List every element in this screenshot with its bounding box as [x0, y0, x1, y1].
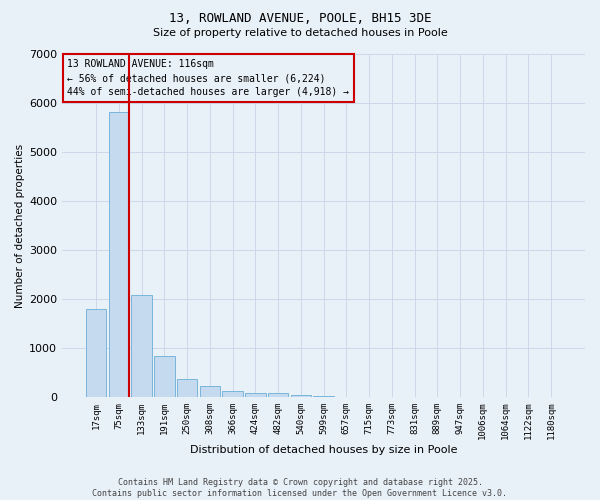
Bar [154, 356, 175, 397]
Bar [86, 309, 106, 397]
Bar [268, 393, 289, 397]
Bar [200, 386, 220, 397]
Bar [313, 396, 334, 397]
Text: Contains HM Land Registry data © Crown copyright and database right 2025.
Contai: Contains HM Land Registry data © Crown c… [92, 478, 508, 498]
Text: Size of property relative to detached houses in Poole: Size of property relative to detached ho… [152, 28, 448, 38]
Bar [109, 112, 129, 397]
Bar [223, 390, 243, 397]
Text: 13 ROWLAND AVENUE: 116sqm
← 56% of detached houses are smaller (6,224)
44% of se: 13 ROWLAND AVENUE: 116sqm ← 56% of detac… [67, 59, 349, 97]
Y-axis label: Number of detached properties: Number of detached properties [15, 144, 25, 308]
X-axis label: Distribution of detached houses by size in Poole: Distribution of detached houses by size … [190, 445, 457, 455]
Bar [177, 379, 197, 397]
Text: 13, ROWLAND AVENUE, POOLE, BH15 3DE: 13, ROWLAND AVENUE, POOLE, BH15 3DE [169, 12, 431, 26]
Bar [245, 392, 266, 397]
Bar [290, 395, 311, 397]
Bar [131, 294, 152, 397]
